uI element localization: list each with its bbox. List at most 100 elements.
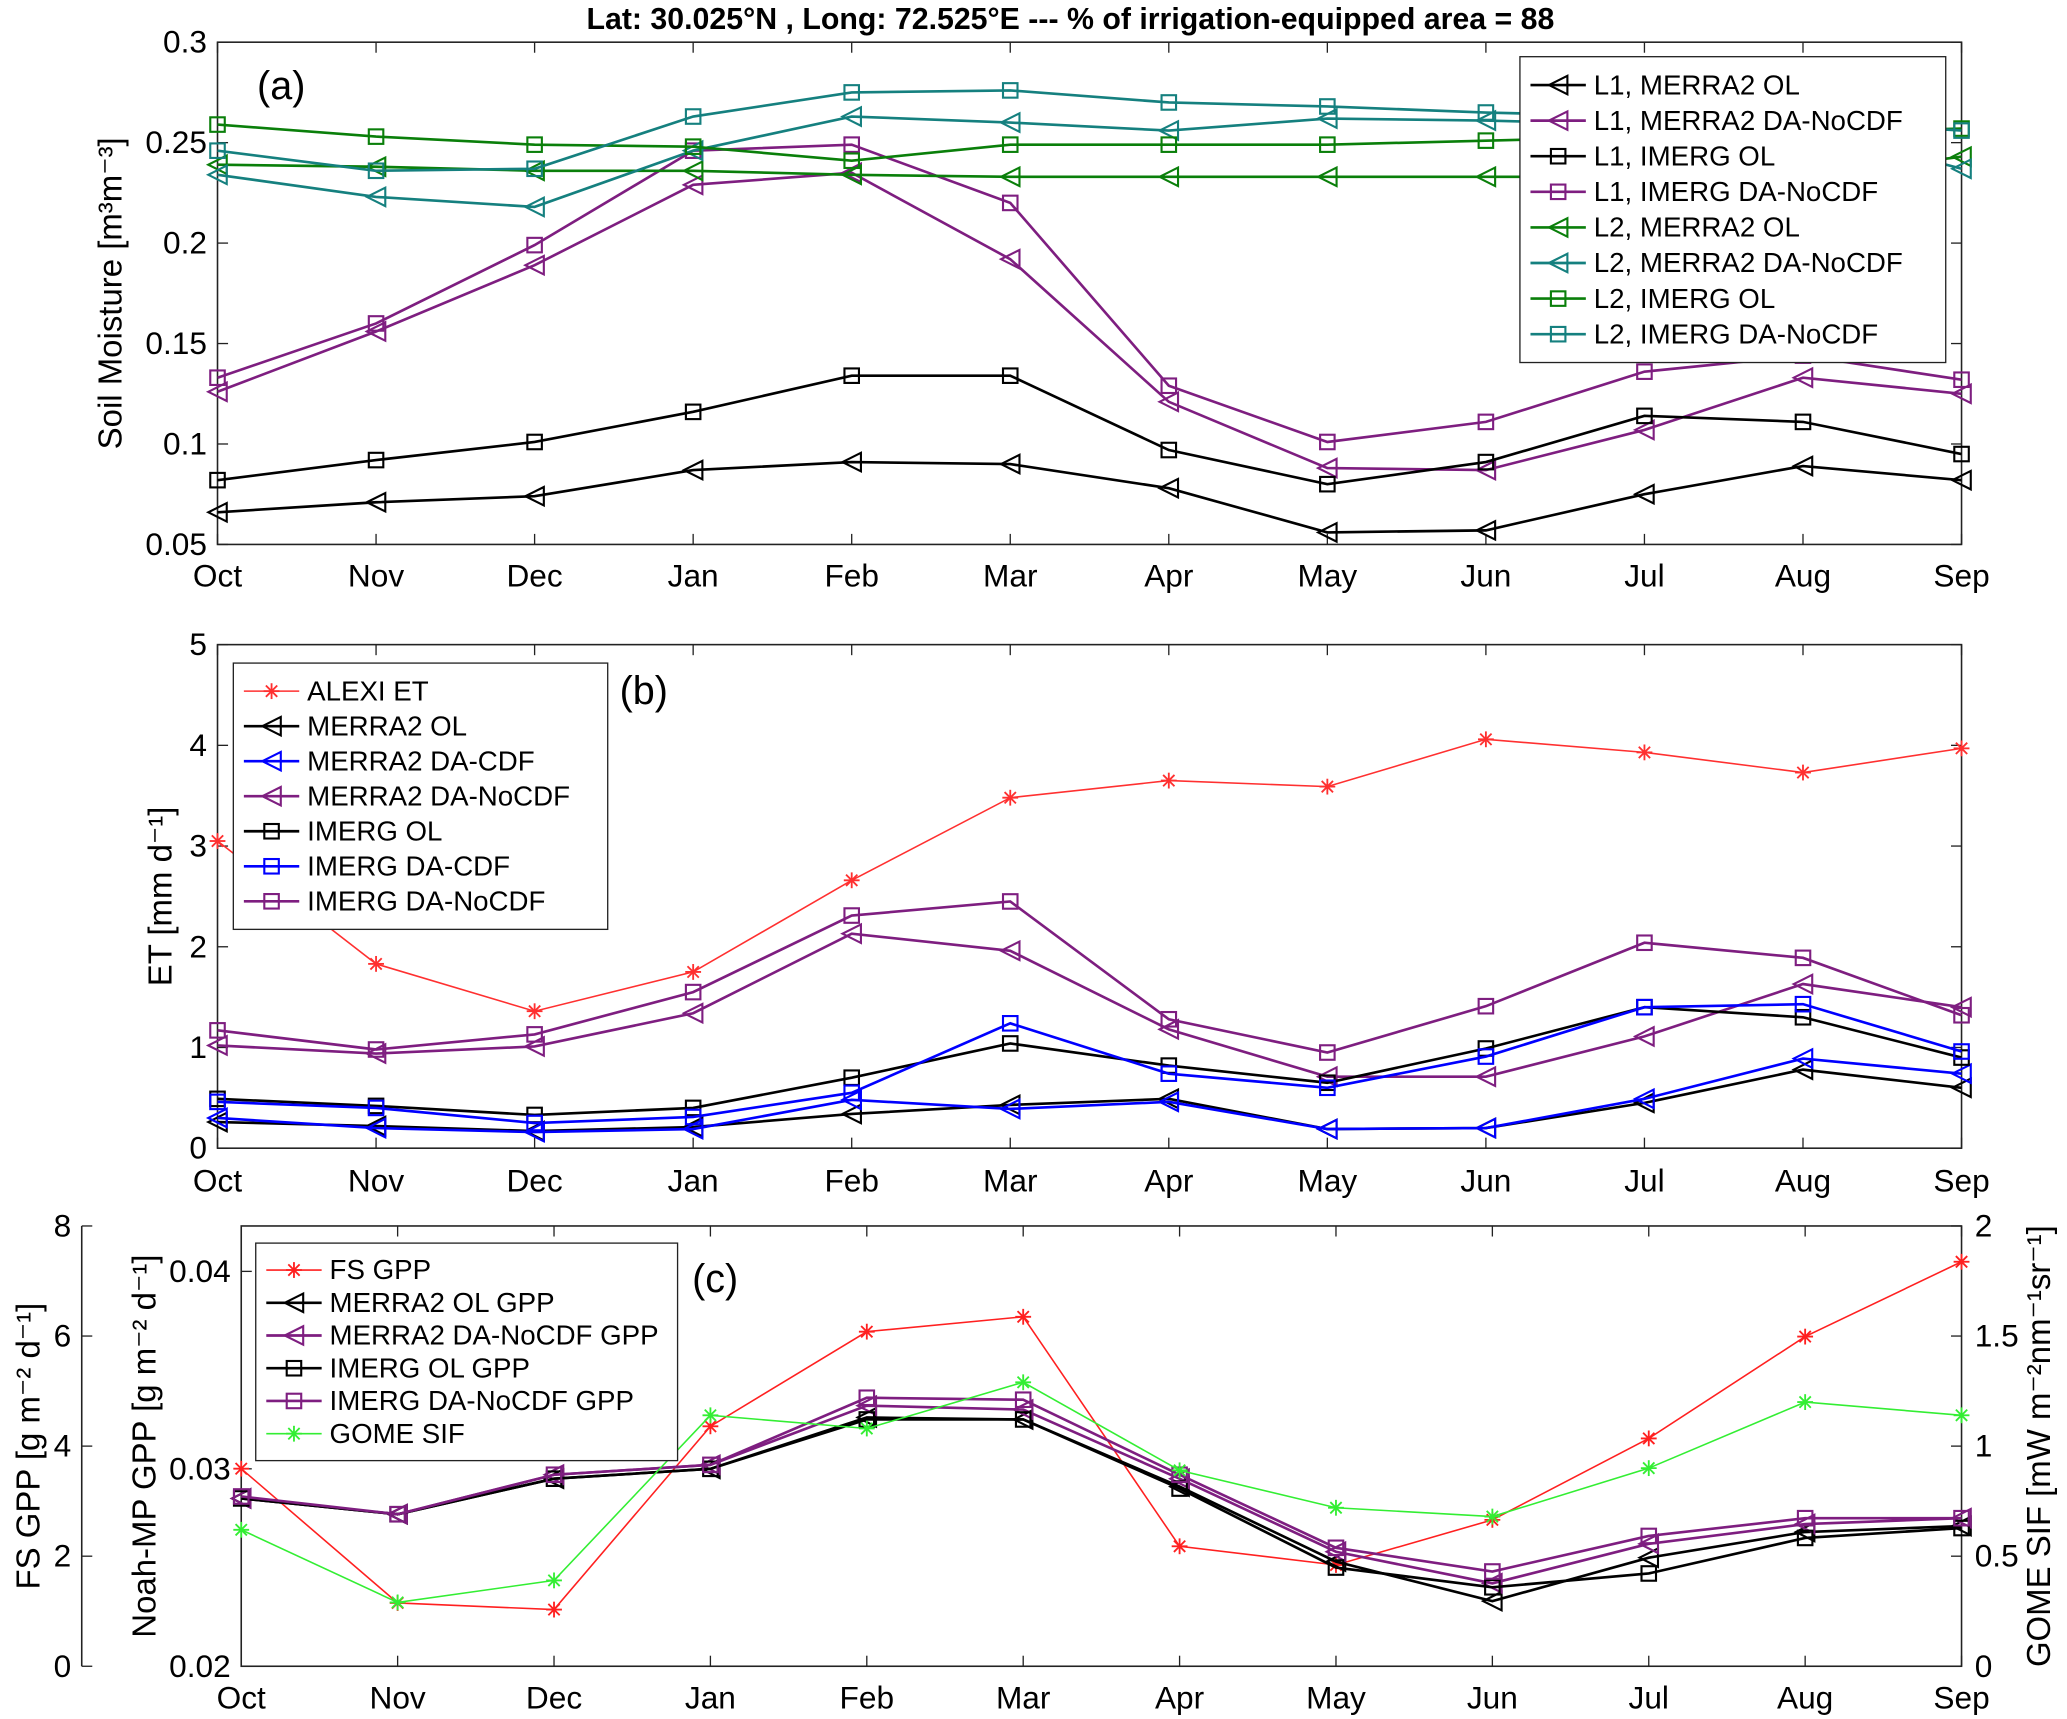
data-point — [1319, 1044, 1336, 1061]
legend-marker — [1549, 147, 1567, 165]
series-line — [217, 1057, 1962, 1134]
x-tick-label: Feb — [840, 1679, 895, 1715]
legend-marker — [282, 1324, 305, 1347]
series-imerg-da-nocdf-gpp — [232, 1389, 1970, 1580]
data-point — [998, 1097, 1021, 1120]
legend-entry: L1, IMERG OL — [1530, 140, 1775, 171]
data-point — [233, 1460, 250, 1477]
data-point — [1949, 1507, 1972, 1530]
data-point — [364, 320, 387, 343]
series-imerg-da-cdf — [209, 995, 1970, 1132]
legend-label: L1, IMERG DA-NoCDF — [1594, 176, 1878, 207]
panel-c-gpp: Oct Nov Dec Jan Feb Mar Apr May Jun Jul Aug Sep 0.02… — [10, 1208, 2057, 1716]
legend-marker — [259, 715, 282, 738]
data-point — [1474, 1117, 1497, 1139]
data-point — [1014, 1391, 1032, 1409]
data-point — [858, 1389, 876, 1407]
data-point — [1637, 1546, 1660, 1569]
data-point — [684, 138, 702, 155]
y-axis-label: Soil Moisture [m³m⁻³] — [91, 137, 128, 449]
x-tick-label: Jan — [685, 1679, 736, 1715]
data-point — [546, 1572, 562, 1589]
data-point — [1477, 1048, 1495, 1065]
legend-entry: GOME SIF — [266, 1418, 465, 1449]
data-point — [843, 152, 861, 170]
y-tick-label: 1 — [189, 1029, 207, 1065]
data-point — [526, 433, 543, 451]
legend-label: ALEXI ET — [307, 675, 429, 706]
y-tick-label: 2 — [189, 928, 207, 964]
data-point — [1001, 194, 1019, 212]
data-point — [523, 254, 545, 277]
data-point — [205, 163, 228, 186]
x-tick-label: Mar — [996, 1679, 1050, 1715]
data-point — [1001, 136, 1019, 153]
x-tick-label: Nov — [348, 558, 404, 594]
data-point — [1477, 413, 1495, 431]
data-point — [840, 163, 862, 186]
data-point — [1794, 413, 1812, 431]
data-point — [389, 1594, 406, 1611]
data-point — [702, 1407, 719, 1424]
series-line — [217, 932, 1962, 1079]
x-tick-label: Jul — [1629, 1679, 1669, 1715]
data-point — [1001, 893, 1019, 910]
data-point — [998, 111, 1021, 134]
data-point — [998, 165, 1021, 188]
data-point — [1953, 371, 1970, 389]
data-point — [209, 369, 226, 386]
data-point — [1949, 1076, 1972, 1099]
data-point — [843, 1084, 861, 1102]
data-point — [684, 1108, 702, 1126]
legend-marker — [263, 683, 280, 700]
data-point — [1319, 98, 1336, 115]
data-point — [389, 1505, 406, 1523]
x-tick-label: Aug — [1777, 1679, 1833, 1715]
x-tick-label: Sep — [1933, 1163, 1989, 1199]
x-tick-label: Feb — [824, 1163, 879, 1199]
series-line — [217, 900, 1962, 1054]
data-point — [1014, 1411, 1032, 1428]
data-point — [702, 1456, 719, 1474]
data-point — [1640, 1527, 1658, 1545]
data-point — [209, 1022, 226, 1039]
data-point — [1953, 740, 1970, 757]
data-point — [998, 453, 1021, 476]
legend-entry: L2, MERRA2 DA-NoCDF — [1530, 247, 1903, 278]
legend-entry: L2, IMERG DA-NoCDF — [1530, 318, 1878, 349]
data-point — [364, 185, 387, 208]
legend: L1, MERRA2 OL L1, MERRA2 DA-NoCDF L1, IMER… — [1519, 56, 1947, 364]
data-point — [1794, 995, 1812, 1013]
data-point — [681, 459, 704, 482]
series-merra2-da-cdf — [205, 1047, 1972, 1144]
legend-label: FS GPP — [330, 1254, 432, 1285]
legend-entry: MERRA2 OL GPP — [266, 1287, 555, 1318]
data-point — [1327, 1559, 1345, 1576]
data-point — [1315, 521, 1338, 544]
legend-marker — [263, 893, 280, 910]
data-point — [1157, 119, 1180, 142]
data-point — [1640, 1565, 1658, 1582]
data-point — [858, 1420, 875, 1437]
data-point — [1319, 475, 1336, 493]
series-alexi-et — [209, 731, 1970, 1020]
x-tick-label: Feb — [824, 558, 879, 594]
data-point — [684, 983, 702, 1001]
data-point — [1171, 1462, 1188, 1479]
series-line — [217, 171, 1962, 472]
x-tick-label: Sep — [1933, 1679, 1989, 1715]
legend-label: MERRA2 DA-CDF — [307, 745, 535, 776]
data-point — [858, 1323, 875, 1340]
series-line — [240, 1261, 1962, 1611]
legend-marker — [263, 822, 280, 840]
data-point — [684, 403, 702, 421]
data-point — [1791, 1058, 1814, 1081]
x-tick-label: May — [1297, 558, 1357, 594]
data-point — [1474, 459, 1497, 482]
legend-marker — [282, 1291, 305, 1314]
data-point — [209, 833, 226, 849]
legend-marker — [1546, 216, 1569, 239]
right-y-tick-label: 1.5 — [1975, 1318, 2019, 1354]
data-point — [368, 955, 384, 972]
data-point — [1480, 1590, 1503, 1613]
